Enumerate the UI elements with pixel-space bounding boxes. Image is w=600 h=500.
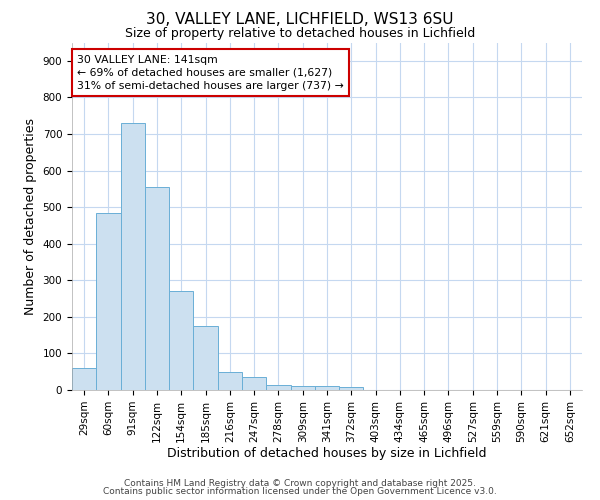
Bar: [315, 386, 339, 390]
Bar: [266, 384, 290, 390]
Bar: [72, 368, 96, 390]
Bar: [193, 326, 218, 390]
Bar: [218, 372, 242, 390]
X-axis label: Distribution of detached houses by size in Lichfield: Distribution of detached houses by size …: [167, 448, 487, 460]
Bar: [242, 377, 266, 390]
Y-axis label: Number of detached properties: Number of detached properties: [24, 118, 37, 315]
Text: 30, VALLEY LANE, LICHFIELD, WS13 6SU: 30, VALLEY LANE, LICHFIELD, WS13 6SU: [146, 12, 454, 28]
Text: 30 VALLEY LANE: 141sqm
← 69% of detached houses are smaller (1,627)
31% of semi-: 30 VALLEY LANE: 141sqm ← 69% of detached…: [77, 54, 344, 91]
Text: Contains HM Land Registry data © Crown copyright and database right 2025.: Contains HM Land Registry data © Crown c…: [124, 478, 476, 488]
Text: Contains public sector information licensed under the Open Government Licence v3: Contains public sector information licen…: [103, 487, 497, 496]
Text: Size of property relative to detached houses in Lichfield: Size of property relative to detached ho…: [125, 28, 475, 40]
Bar: [339, 388, 364, 390]
Bar: [169, 291, 193, 390]
Bar: [96, 212, 121, 390]
Bar: [290, 386, 315, 390]
Bar: [145, 187, 169, 390]
Bar: [121, 123, 145, 390]
